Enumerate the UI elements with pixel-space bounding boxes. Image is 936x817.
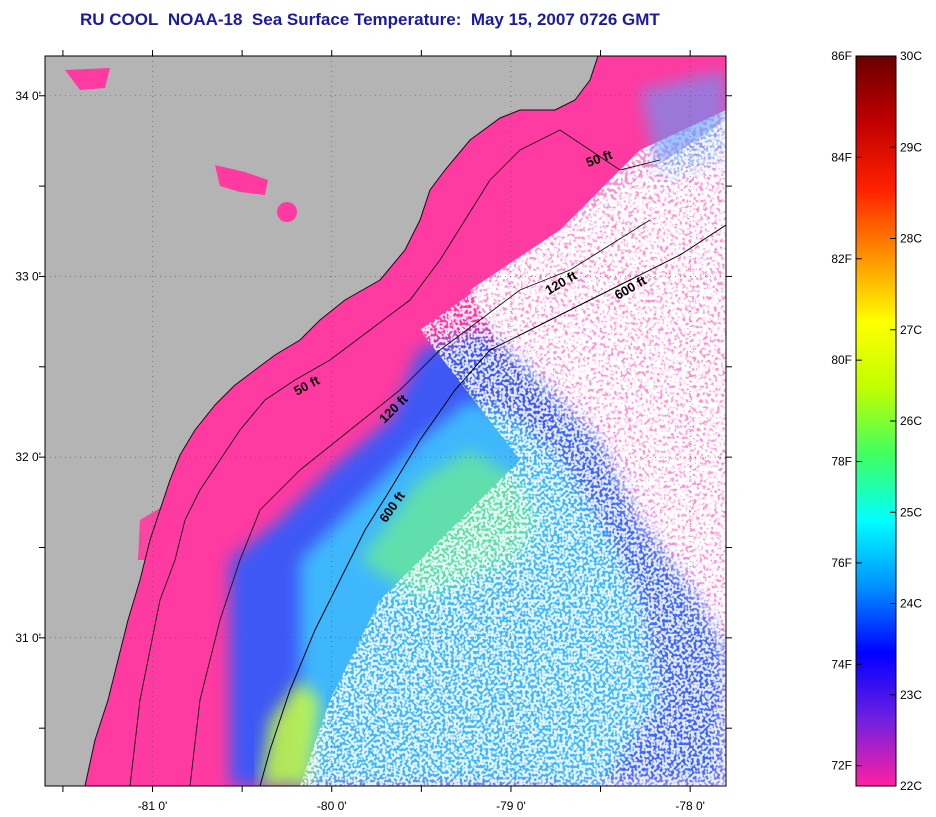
- colorbar-fahrenheit-label: 72F: [831, 759, 852, 773]
- colorbar-gradient: [855, 55, 897, 787]
- colorbar-celsius-label: 29C: [900, 140, 922, 154]
- title-satellite: NOAA-18: [167, 10, 243, 29]
- colorbar-fahrenheit-label: 76F: [831, 556, 852, 570]
- land-mass: [45, 56, 598, 786]
- warm-water-yellowgreen: [260, 680, 320, 786]
- colorbar-celsius-label: 24C: [900, 597, 922, 611]
- temperature-colorbar: 30C 29C 28C 27C 26C 25C 24C 23C 22C 86F 84F 82F 80F…: [831, 49, 922, 793]
- colorbar-fahrenheit-label: 80F: [831, 353, 852, 367]
- lon-label: -80 0': [317, 799, 347, 813]
- isobath-50ft: [129, 129, 661, 786]
- map-border: [44, 55, 727, 787]
- inland-lake-north: [65, 68, 110, 90]
- lat-label: 33 0': [15, 269, 41, 283]
- colorbar-fahrenheit-label: 84F: [831, 150, 852, 164]
- map-title: RU COOL NOAA-18 Sea Surface Temperature:…: [80, 10, 780, 30]
- title-datetime: May 15, 2007 0726 GMT: [470, 10, 660, 29]
- colorbar-celsius-label: 28C: [900, 232, 922, 246]
- title-product: Sea Surface Temperature:: [251, 10, 462, 29]
- lon-label: -81 0': [138, 799, 168, 813]
- coastline: [84, 56, 599, 786]
- colorbar-celsius-label: 23C: [900, 688, 922, 702]
- lat-label: 34 0': [15, 89, 41, 103]
- inland-lake-marion: [215, 165, 268, 195]
- isobath-120ft: [189, 219, 651, 786]
- colorbar-fahrenheit-label: 78F: [831, 455, 852, 469]
- lon-label: -79 0': [496, 799, 526, 813]
- colorbar-fahrenheit-label: 82F: [831, 252, 852, 266]
- colorbar-celsius-label: 27C: [900, 323, 922, 337]
- colorbar-celsius-labels: 30C 29C 28C 27C 26C 25C 24C 23C 22C: [890, 49, 922, 793]
- lon-label: -78 0': [675, 799, 705, 813]
- colorbar-celsius-label: 22C: [900, 779, 922, 793]
- colorbar-fahrenheit-labels: 86F 84F 82F 80F 78F 76F 74F 72F: [831, 49, 862, 773]
- lat-label: 32 0': [15, 450, 41, 464]
- title-institution: RU COOL: [80, 10, 159, 29]
- latitude-ticks: 34 0' 33 0' 32 0' 31 0': [15, 89, 732, 729]
- graticule-grid: [45, 56, 726, 786]
- colorbar-fahrenheit-label: 86F: [831, 49, 852, 63]
- colorbar-fahrenheit-label: 74F: [831, 657, 852, 671]
- map-area: 50 ft 120 ft 600 ft 50 ft 120 ft 600 ft: [45, 56, 726, 786]
- colorbar-celsius-label: 26C: [900, 414, 922, 428]
- lat-label: 31 0': [15, 631, 41, 645]
- inland-lake-moultrie: [277, 202, 297, 222]
- colorbar-celsius-label: 30C: [900, 49, 922, 63]
- colorbar-celsius-label: 25C: [900, 505, 922, 519]
- longitude-ticks: -81 0' -80 0' -79 0' -78 0': [62, 50, 705, 813]
- isobath-600ft: [259, 224, 726, 786]
